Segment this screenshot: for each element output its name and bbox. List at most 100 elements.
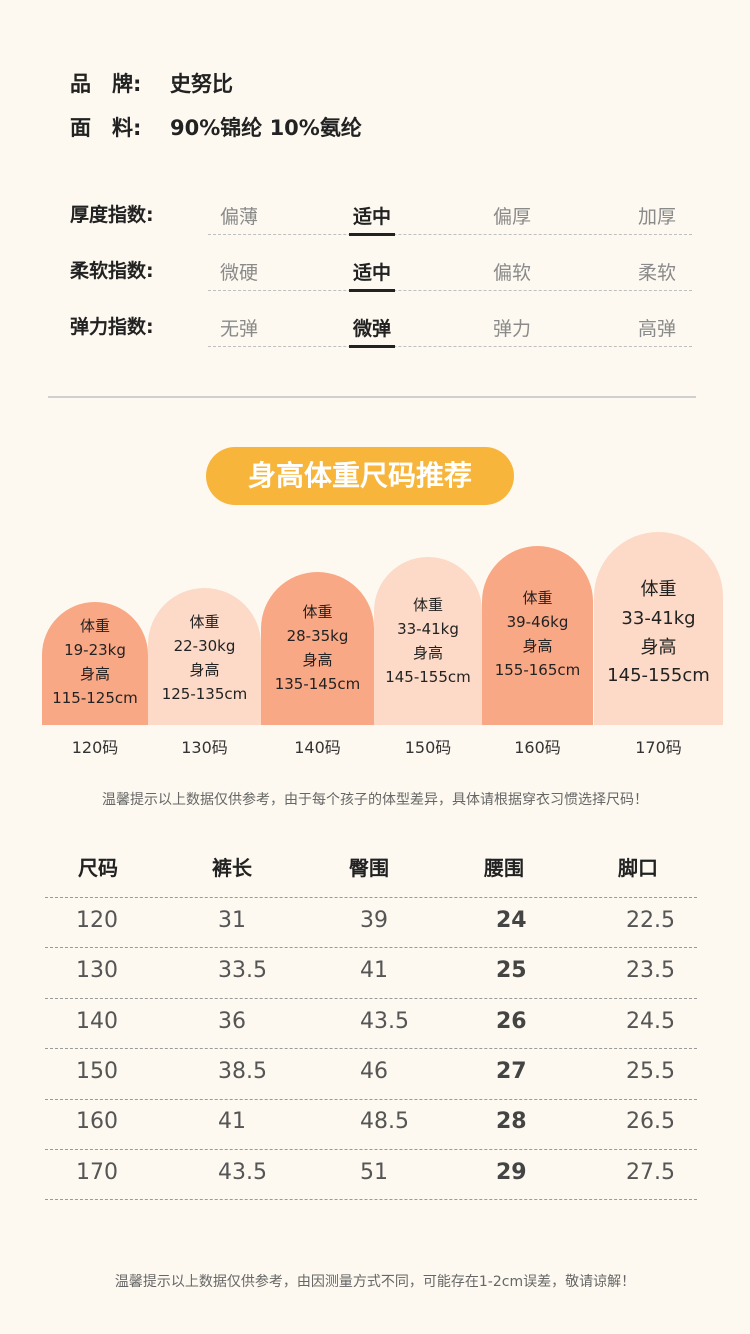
index-option: 柔软 xyxy=(638,262,677,284)
index-option: 偏软 xyxy=(493,262,532,284)
arch-height: 145-155cm xyxy=(385,668,471,686)
arch-weight-label: 体重 xyxy=(522,589,553,607)
arch-weight: 33-41kg xyxy=(397,620,459,638)
arch-size-label: 140码 xyxy=(294,738,341,757)
arch-weight-label: 体重 xyxy=(79,617,110,635)
table-cell: 26.5 xyxy=(626,1109,675,1135)
table-cell: 41 xyxy=(218,1109,246,1135)
fabric-row: 面 料: 90%锦纶 10%氨纶 xyxy=(70,112,362,142)
arch-weight-label: 体重 xyxy=(302,603,333,621)
index-dashed-line xyxy=(208,290,692,291)
index-option: 弹力 xyxy=(493,318,532,340)
size-arch: 体重 33-41kg 身高 145-155cm xyxy=(594,532,723,725)
table-cell: 48.5 xyxy=(360,1109,409,1135)
table-row-divider xyxy=(45,1099,697,1100)
fabric-value: 90%锦纶 10%氨纶 xyxy=(170,116,362,140)
arch-height-label: 身高 xyxy=(640,636,677,658)
brand-row: 品 牌: 史努比 xyxy=(70,68,233,98)
table-cell: 43.5 xyxy=(218,1159,267,1185)
recommend-heading: 身高体重尺码推荐 xyxy=(206,447,514,505)
table-header: 腰围 xyxy=(484,856,524,880)
index-title: 柔软指数: xyxy=(70,260,154,282)
arch-height-label: 身高 xyxy=(522,637,553,655)
fabric-label: 面 料: xyxy=(70,116,142,140)
arch-weight: 28-35kg xyxy=(286,627,349,645)
table-cell: 27 xyxy=(496,1058,527,1084)
arch-height-label: 身高 xyxy=(302,651,333,669)
table-row-divider xyxy=(45,1149,697,1150)
table-cell: 51 xyxy=(360,1159,388,1185)
arch-size-label: 150码 xyxy=(404,738,452,757)
arch-weight: 19-23kg xyxy=(64,641,126,659)
table-cell: 31 xyxy=(218,908,246,933)
arch-size-label: 170码 xyxy=(635,738,682,757)
index-option: 偏薄 xyxy=(220,206,259,228)
arch-height-label: 身高 xyxy=(189,661,220,679)
index-title: 弹力指数: xyxy=(70,316,154,338)
table-row-divider xyxy=(45,947,697,948)
arch-height-label: 身高 xyxy=(412,644,443,662)
arch-weight: 22-30kg xyxy=(173,637,236,655)
size-arch: 体重 39-46kg 身高 155-165cm xyxy=(482,546,593,725)
table-header: 尺码 xyxy=(78,856,118,880)
table-cell: 23.5 xyxy=(626,958,675,984)
index-option-selected: 微弹 xyxy=(348,314,396,348)
table-cell: 38.5 xyxy=(218,1058,267,1084)
index-option-selected: 适中 xyxy=(348,258,396,292)
index-dashed-line xyxy=(208,346,692,347)
table-cell: 36 xyxy=(218,1008,246,1034)
table-cell: 140 xyxy=(76,1008,118,1034)
section-divider xyxy=(48,396,696,398)
table-cell: 27.5 xyxy=(626,1159,675,1185)
table-cell: 170 xyxy=(76,1159,118,1185)
arch-size-label: 120码 xyxy=(71,738,119,757)
size-arch: 体重 28-35kg 身高 135-145cm xyxy=(261,572,374,725)
arch-height: 125-135cm xyxy=(161,685,248,703)
index-row: 柔软指数: 微硬 适中 偏软 柔软 xyxy=(70,256,692,302)
index-option: 微硬 xyxy=(220,262,259,284)
table-cell: 39 xyxy=(360,908,388,933)
table-cell: 29 xyxy=(496,1159,527,1185)
recommend-note: 温馨提示以上数据仅供参考，由于每个孩子的体型差异，具体请根据穿衣习惯选择尺码！ xyxy=(102,792,648,808)
table-cell: 33.5 xyxy=(218,958,267,984)
table-row-divider xyxy=(45,897,697,898)
table-cell: 150 xyxy=(76,1058,118,1084)
table-cell: 24.5 xyxy=(626,1008,675,1034)
table-header: 臀围 xyxy=(349,856,389,880)
table-row-divider xyxy=(45,1048,697,1049)
index-option-selected: 适中 xyxy=(348,202,396,236)
table-header: 裤长 xyxy=(212,856,252,880)
index-option: 偏厚 xyxy=(493,206,532,228)
table-note: 温馨提示以上数据仅供参考，由因测量方式不同，可能存在1-2cm误差，敬请谅解！ xyxy=(114,1274,636,1290)
arch-height: 155-165cm xyxy=(494,661,581,679)
table-cell: 22.5 xyxy=(626,908,675,933)
arch-height: 135-145cm xyxy=(274,675,361,693)
size-arch: 体重 19-23kg 身高 115-125cm xyxy=(42,602,148,725)
arch-size-label: 160码 xyxy=(514,738,561,757)
table-cell: 25.5 xyxy=(626,1058,675,1084)
arch-height: 115-125cm xyxy=(52,689,138,707)
index-row: 厚度指数: 偏薄 适中 偏厚 加厚 xyxy=(70,200,692,246)
table-cell: 130 xyxy=(76,958,118,984)
index-option: 无弹 xyxy=(220,318,259,340)
index-option: 高弹 xyxy=(638,318,677,340)
table-cell: 24 xyxy=(496,908,527,933)
table-cell: 46 xyxy=(360,1058,388,1084)
arch-weight-label: 体重 xyxy=(412,596,443,614)
table-row-divider xyxy=(45,998,697,999)
arch-weight-label: 体重 xyxy=(640,579,677,600)
arch-weight: 39-46kg xyxy=(506,613,569,631)
table-cell: 160 xyxy=(76,1109,118,1135)
table-cell: 25 xyxy=(496,958,527,984)
arch-size-label: 130码 xyxy=(181,738,228,757)
arch-height-label: 身高 xyxy=(79,665,110,683)
arch-weight-label: 体重 xyxy=(189,613,220,631)
index-row: 弹力指数: 无弹 微弹 弹力 高弹 xyxy=(70,312,692,358)
table-cell: 28 xyxy=(496,1109,527,1135)
arch-weight: 33-41kg xyxy=(621,607,696,629)
size-arch: 体重 22-30kg 身高 125-135cm xyxy=(148,588,261,725)
index-option: 加厚 xyxy=(638,206,677,228)
table-cell: 26 xyxy=(496,1008,527,1034)
arch-height: 145-155cm xyxy=(607,665,710,687)
index-dashed-line xyxy=(208,234,692,235)
